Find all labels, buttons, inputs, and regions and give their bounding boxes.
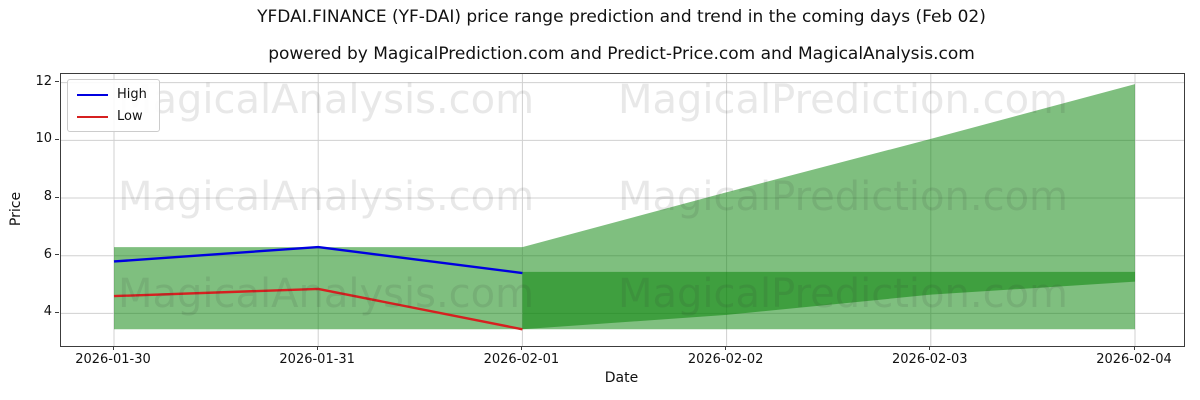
y-tick-mark bbox=[55, 81, 59, 83]
plot-area bbox=[60, 73, 1185, 347]
y-tick-label: 10 bbox=[35, 131, 52, 147]
y-tick-mark bbox=[55, 196, 59, 198]
x-tick-label: 2026-01-31 bbox=[279, 352, 355, 367]
x-tick-mark bbox=[520, 346, 522, 350]
legend-line-sample-high bbox=[77, 93, 108, 96]
y-tick-mark bbox=[55, 311, 59, 313]
x-axis-label: Date bbox=[604, 370, 639, 386]
chart-title: YFDAI.FINANCE (YF-DAI) price range predi… bbox=[257, 7, 986, 27]
x-tick-mark bbox=[316, 346, 318, 350]
x-tick-label: 2026-02-04 bbox=[1096, 352, 1172, 367]
legend: High Low bbox=[67, 79, 160, 132]
x-tick-label: 2026-02-03 bbox=[892, 352, 968, 367]
legend-item-low: Low bbox=[77, 109, 147, 124]
x-tick-mark bbox=[112, 346, 114, 350]
legend-item-high: High bbox=[77, 87, 147, 102]
x-tick-mark bbox=[725, 346, 727, 350]
high-line bbox=[113, 245, 523, 275]
legend-label-high: High bbox=[117, 87, 147, 102]
y-tick-label: 6 bbox=[43, 246, 52, 262]
y-tick-mark bbox=[55, 138, 59, 140]
x-tick-mark bbox=[1133, 346, 1135, 350]
x-tick-mark bbox=[929, 346, 931, 350]
y-tick-label: 8 bbox=[43, 189, 52, 205]
y-tick-label: 12 bbox=[35, 73, 52, 89]
forecast-outer-range-band bbox=[522, 84, 1135, 330]
x-tick-label: 2026-02-02 bbox=[687, 352, 764, 367]
plot-canvas bbox=[61, 74, 1184, 346]
legend-line-sample-low bbox=[77, 115, 108, 118]
x-tick-label: 2026-01-30 bbox=[75, 352, 151, 367]
y-tick-mark bbox=[55, 254, 59, 256]
y-tick-label: 4 bbox=[43, 304, 52, 320]
low-line bbox=[113, 287, 523, 331]
forecast-inner-range-band bbox=[522, 271, 1135, 330]
chart-subtitle: powered by MagicalPrediction.com and Pre… bbox=[268, 44, 975, 64]
x-tick-label: 2026-02-01 bbox=[483, 352, 560, 367]
legend-label-low: Low bbox=[117, 109, 143, 124]
